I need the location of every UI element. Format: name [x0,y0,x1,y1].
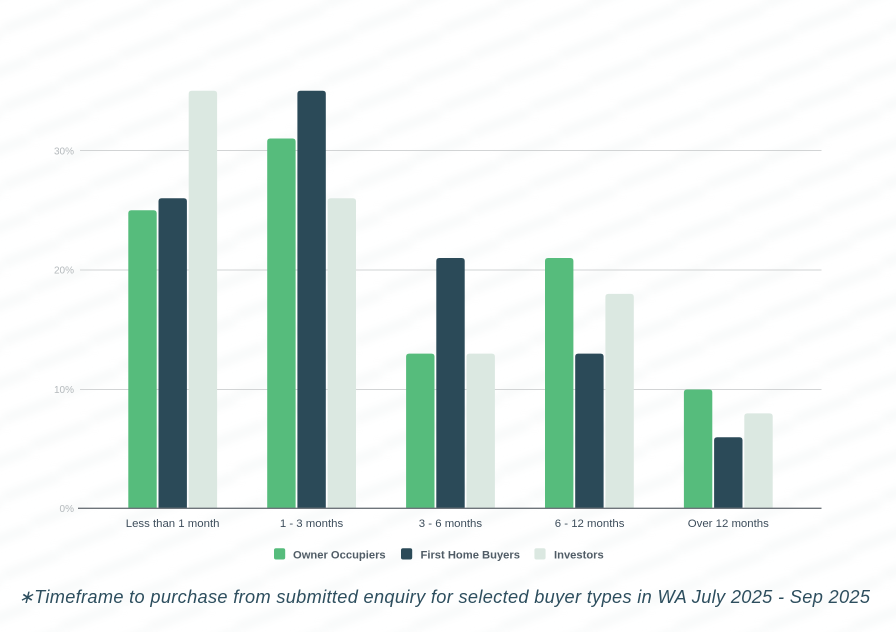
svg-text:20%: 20% [54,266,74,277]
svg-text:10%: 10% [54,385,74,396]
svg-text:6 - 12 months: 6 - 12 months [555,518,625,530]
svg-text:First Home Buyers: First Home Buyers [421,550,520,562]
svg-text:3 - 6 months: 3 - 6 months [419,518,483,530]
svg-text:1 - 3 months: 1 - 3 months [280,518,344,530]
svg-text:Owner Occupiers: Owner Occupiers [293,550,386,562]
svg-text:∗Timeframe to purchase from su: ∗Timeframe to purchase from submitted en… [19,587,871,607]
svg-text:Over 12 months: Over 12 months [688,518,769,530]
svg-text:0%: 0% [60,504,75,515]
svg-text:Investors: Investors [554,550,604,562]
svg-text:30%: 30% [54,147,74,158]
svg-text:Less than 1 month: Less than 1 month [126,518,220,530]
